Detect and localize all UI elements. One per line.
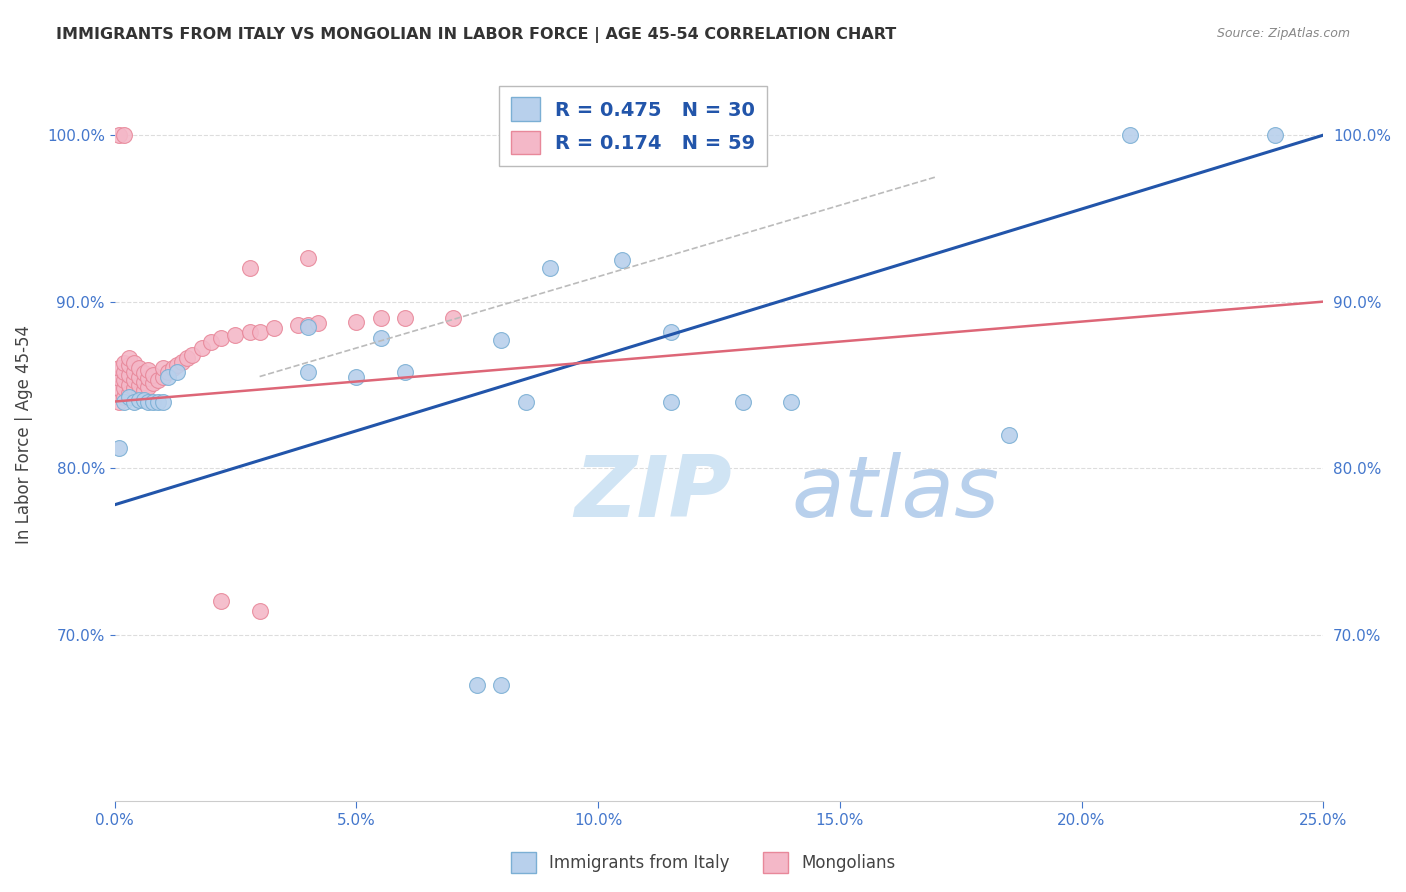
Legend: R = 0.475   N = 30, R = 0.174   N = 59: R = 0.475 N = 30, R = 0.174 N = 59 xyxy=(499,86,768,166)
Point xyxy=(112,381,135,395)
Point xyxy=(515,394,537,409)
Point xyxy=(156,365,179,379)
Point xyxy=(733,394,755,409)
Point xyxy=(128,377,150,392)
Point xyxy=(394,365,416,379)
Text: ZIP: ZIP xyxy=(574,452,731,535)
Point xyxy=(112,390,135,404)
Point xyxy=(491,333,513,347)
Point xyxy=(122,373,145,387)
Y-axis label: In Labor Force | Age 45-54: In Labor Force | Age 45-54 xyxy=(15,326,32,544)
Point xyxy=(307,316,329,330)
Point xyxy=(132,383,155,397)
Point xyxy=(138,371,160,385)
Point xyxy=(138,394,160,409)
Point xyxy=(249,604,271,618)
Point xyxy=(659,325,682,339)
Point xyxy=(441,311,464,326)
Point xyxy=(108,381,131,395)
Point xyxy=(394,311,416,326)
Point xyxy=(128,369,150,384)
Point xyxy=(112,365,135,379)
Point xyxy=(122,356,145,370)
Point xyxy=(297,365,319,379)
Point xyxy=(122,365,145,379)
Text: Source: ZipAtlas.com: Source: ZipAtlas.com xyxy=(1216,27,1350,40)
Point xyxy=(239,325,262,339)
Legend: Immigrants from Italy, Mongolians: Immigrants from Italy, Mongolians xyxy=(503,846,903,880)
Point xyxy=(1119,128,1142,142)
Point xyxy=(370,331,392,345)
Point xyxy=(112,394,135,409)
Point xyxy=(465,677,488,691)
Point xyxy=(249,325,271,339)
Point xyxy=(297,252,319,266)
Point xyxy=(118,386,141,401)
Point xyxy=(142,368,165,382)
Point xyxy=(181,348,204,362)
Point xyxy=(780,394,803,409)
Point xyxy=(538,261,561,276)
Point xyxy=(108,441,131,455)
Point xyxy=(1264,128,1286,142)
Point xyxy=(239,261,262,276)
Point xyxy=(138,379,160,393)
Point xyxy=(128,386,150,401)
Point xyxy=(166,365,188,379)
Point xyxy=(287,318,309,332)
Point xyxy=(263,321,285,335)
Point xyxy=(112,373,135,387)
Point xyxy=(128,392,150,407)
Point xyxy=(998,427,1021,442)
Point xyxy=(108,371,131,385)
Text: atlas: atlas xyxy=(792,452,1000,535)
Point xyxy=(491,677,513,691)
Point xyxy=(612,252,634,267)
Point xyxy=(344,315,367,329)
Point xyxy=(122,381,145,395)
Point xyxy=(112,128,135,142)
Point xyxy=(209,331,232,345)
Point xyxy=(297,318,319,332)
Point xyxy=(344,369,367,384)
Point xyxy=(200,334,222,349)
Point xyxy=(132,392,155,407)
Point xyxy=(659,394,682,409)
Point xyxy=(142,376,165,391)
Point xyxy=(152,361,174,376)
Point xyxy=(166,358,188,372)
Point xyxy=(152,394,174,409)
Point xyxy=(132,375,155,389)
Point xyxy=(190,341,212,355)
Point xyxy=(297,319,319,334)
Point xyxy=(224,327,246,342)
Point xyxy=(108,128,131,142)
Point xyxy=(152,369,174,384)
Point xyxy=(209,594,232,608)
Point xyxy=(128,361,150,376)
Text: IMMIGRANTS FROM ITALY VS MONGOLIAN IN LABOR FORCE | AGE 45-54 CORRELATION CHART: IMMIGRANTS FROM ITALY VS MONGOLIAN IN LA… xyxy=(56,27,897,43)
Point xyxy=(132,366,155,380)
Point xyxy=(370,311,392,326)
Point xyxy=(146,373,169,387)
Point xyxy=(118,368,141,382)
Point xyxy=(172,354,194,368)
Point xyxy=(118,390,141,404)
Point xyxy=(108,361,131,376)
Point xyxy=(156,369,179,384)
Point xyxy=(112,356,135,370)
Point xyxy=(118,377,141,392)
Point xyxy=(176,351,198,366)
Point xyxy=(146,394,169,409)
Point xyxy=(162,361,184,376)
Point xyxy=(118,358,141,372)
Point xyxy=(138,363,160,377)
Point xyxy=(142,394,165,409)
Point xyxy=(118,351,141,366)
Point xyxy=(122,394,145,409)
Point xyxy=(108,394,131,409)
